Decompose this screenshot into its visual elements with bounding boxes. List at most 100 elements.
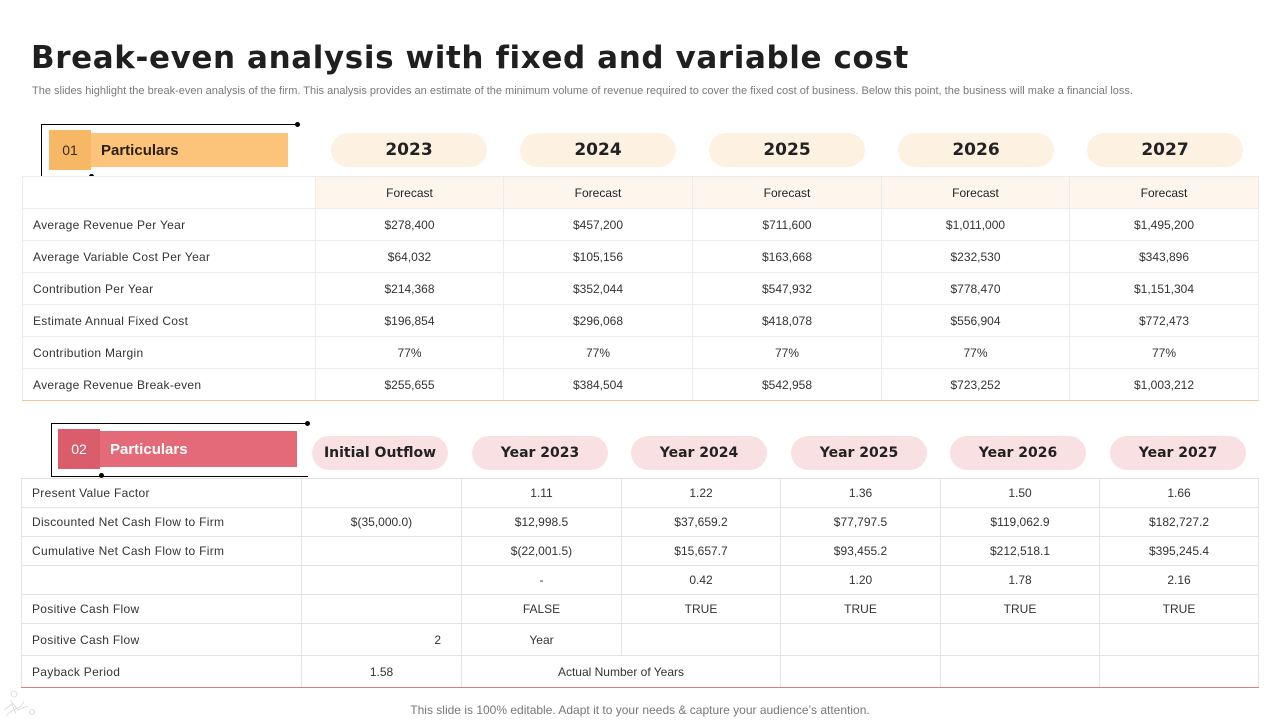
- table-cell: $(22,001.5): [461, 536, 622, 566]
- section1-label: Particulars: [91, 133, 288, 167]
- row-label: Payback Period: [21, 655, 302, 688]
- section1-number: 01: [49, 130, 91, 170]
- forecast-label: Forecast: [692, 176, 882, 209]
- section2-header-pill-initial-outflow: Initial Outflow: [312, 436, 448, 470]
- table-cell: $542,958: [692, 368, 882, 401]
- section1-frame-dot-top: [295, 122, 300, 127]
- forecast-label: Forecast: [503, 176, 693, 209]
- table-row: Cumulative Net Cash Flow to Firm $(22,00…: [21, 536, 1259, 566]
- table-cell: 1.50: [940, 478, 1100, 508]
- table-row: Positive Cash Flow 2 Year: [21, 623, 1259, 656]
- footer-note: This slide is 100% editable. Adapt it to…: [410, 703, 870, 717]
- table-cell: 77%: [881, 336, 1070, 369]
- table-cell: $296,068: [503, 304, 693, 337]
- section1-year-pill-2024: 2024: [520, 133, 676, 167]
- table-cell: $547,932: [692, 272, 882, 305]
- section2-header-pill-year-2023: Year 2023: [472, 436, 608, 470]
- table-cell: $711,600: [692, 208, 882, 241]
- section2-header-pill-year-2024: Year 2024: [631, 436, 767, 470]
- table-cell: $1,003,212: [1069, 368, 1259, 401]
- forecast-label: Forecast: [315, 176, 504, 209]
- row-label: Average Variable Cost Per Year: [22, 240, 316, 273]
- table-cell: [301, 594, 462, 624]
- row-label: Cumulative Net Cash Flow to Firm: [21, 536, 302, 566]
- row-label: Discounted Net Cash Flow to Firm: [21, 507, 302, 537]
- table-cell: 0.42: [621, 565, 781, 595]
- table-row: Contribution Margin 77% 77% 77% 77% 77%: [22, 336, 1259, 369]
- section2-frame-dot-bottom: [99, 473, 104, 478]
- table-cell: [940, 623, 1100, 656]
- table-cell: $12,998.5: [461, 507, 622, 537]
- page-title: Break-even analysis with fixed and varia…: [31, 40, 909, 76]
- table-cell: $212,518.1: [940, 536, 1100, 566]
- section2-frame: [51, 423, 308, 477]
- table-cell: 2: [301, 623, 462, 656]
- table-cell: 1.78: [940, 565, 1100, 595]
- table-cell: $37,659.2: [621, 507, 781, 537]
- forecast-label: Forecast: [881, 176, 1070, 209]
- table-cell: 77%: [1069, 336, 1259, 369]
- table-cell: 1.20: [780, 565, 941, 595]
- page-subtitle: The slides highlight the break-even anal…: [32, 85, 1133, 97]
- table-row: - 0.42 1.20 1.78 2.16: [21, 565, 1259, 595]
- table-cell: TRUE: [621, 594, 781, 624]
- table-cell: [621, 623, 781, 656]
- table-cell-merged: Actual Number of Years: [461, 655, 781, 688]
- table-cell: $352,044: [503, 272, 693, 305]
- table-cell: $457,200: [503, 208, 693, 241]
- row-label: Positive Cash Flow: [21, 594, 302, 624]
- table-cell: $93,455.2: [780, 536, 941, 566]
- table-row: Average Revenue Break-even $255,655 $384…: [22, 368, 1259, 401]
- table-cell: $64,032: [315, 240, 504, 273]
- table-cell: [940, 655, 1100, 688]
- table-cell: 77%: [692, 336, 882, 369]
- table-cell: -: [461, 565, 622, 595]
- table-cell: $1,011,000: [881, 208, 1070, 241]
- table-cell: 1.58: [301, 655, 462, 688]
- table-cell: $182,727.2: [1099, 507, 1259, 537]
- section1-year-pill-2027: 2027: [1087, 133, 1243, 167]
- table-cell: $1,495,200: [1069, 208, 1259, 241]
- table-cell: $418,078: [692, 304, 882, 337]
- table-cell: $778,470: [881, 272, 1070, 305]
- table-row: Average Revenue Per Year $278,400 $457,2…: [22, 208, 1259, 241]
- table-cell: [301, 565, 462, 595]
- table-cell: 1.36: [780, 478, 941, 508]
- row-label: Average Revenue Per Year: [22, 208, 316, 241]
- table-row: Estimate Annual Fixed Cost $196,854 $296…: [22, 304, 1259, 337]
- row-label: Average Revenue Break-even: [22, 368, 316, 401]
- table-row: Present Value Factor 1.11 1.22 1.36 1.50…: [21, 478, 1259, 508]
- table-cell: TRUE: [1099, 594, 1259, 624]
- table-cell: 2.16: [1099, 565, 1259, 595]
- table-cell: $163,668: [692, 240, 882, 273]
- table-cell: $15,657.7: [621, 536, 781, 566]
- forecast-label: Forecast: [1069, 176, 1259, 209]
- table-row: Payback Period 1.58 Actual Number of Yea…: [21, 655, 1259, 688]
- table-row: Positive Cash Flow FALSE TRUE TRUE TRUE …: [21, 594, 1259, 624]
- table-cell: FALSE: [461, 594, 622, 624]
- table-cell: $395,245.4: [1099, 536, 1259, 566]
- table-cell: 77%: [315, 336, 504, 369]
- table-cell: 1.22: [621, 478, 781, 508]
- table-cell: 77%: [503, 336, 693, 369]
- table-cell: [301, 536, 462, 566]
- section1-year-pill-2026: 2026: [898, 133, 1054, 167]
- table-cell: $255,655: [315, 368, 504, 401]
- table-cell: [1099, 623, 1259, 656]
- table-cell: $77,797.5: [780, 507, 941, 537]
- table-cell: TRUE: [780, 594, 941, 624]
- table-cell: $214,368: [315, 272, 504, 305]
- table-cell: $384,504: [503, 368, 693, 401]
- table-cell: $1,151,304: [1069, 272, 1259, 305]
- table-cell: $772,473: [1069, 304, 1259, 337]
- section2-header-pill-year-2027: Year 2027: [1110, 436, 1246, 470]
- table-cell: TRUE: [940, 594, 1100, 624]
- decorative-ornament-icon: [3, 690, 35, 717]
- section2-frame-dot-top: [305, 421, 310, 426]
- row-label: Present Value Factor: [21, 478, 302, 508]
- table-cell: 1.11: [461, 478, 622, 508]
- table-row: Contribution Per Year $214,368 $352,044 …: [22, 272, 1259, 305]
- row-label: Estimate Annual Fixed Cost: [22, 304, 316, 337]
- table-cell: $556,904: [881, 304, 1070, 337]
- table-cell: [780, 655, 941, 688]
